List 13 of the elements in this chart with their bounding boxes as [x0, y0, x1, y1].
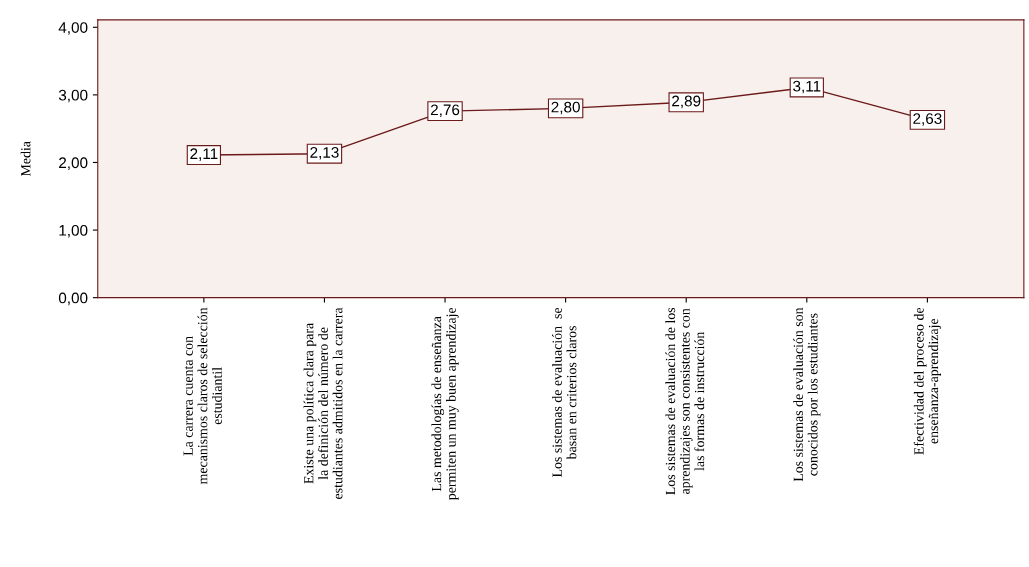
x-tick-label: Los sistemas de evaluación de los aprendizajes son consistentes con las formas de instrucción — [665, 307, 705, 495]
y-tick-label: 1,00 — [59, 224, 88, 238]
x-tick-label: La carrera cuenta con mecanismos claros de selección estudiantil — [183, 307, 222, 485]
y-tick-label: 0,00 — [58, 292, 88, 306]
x-tick-label: Los sistemas de evaluación son conocidos por los estudiantes — [793, 307, 821, 482]
x-tick-label: Efectividad del proceso de enseñanza-aprendizaje — [913, 307, 942, 455]
y-tick-label: 4,00 — [58, 22, 88, 35]
y-tick-label: 2,00 — [59, 157, 88, 170]
x-tick-label: Existe una política clara para la definición del número de estudiantes admitidos en la carrera — [303, 307, 343, 499]
x-tick-label: Los sistemas de evaluación se basan en criterios claros — [552, 307, 577, 478]
y-tick-label: 3,00 — [58, 89, 88, 103]
y-axis-title: Media — [20, 141, 31, 177]
x-tick-label: Las metodologías de enseñanza permiten un muy buen aprendizaje — [431, 307, 459, 501]
